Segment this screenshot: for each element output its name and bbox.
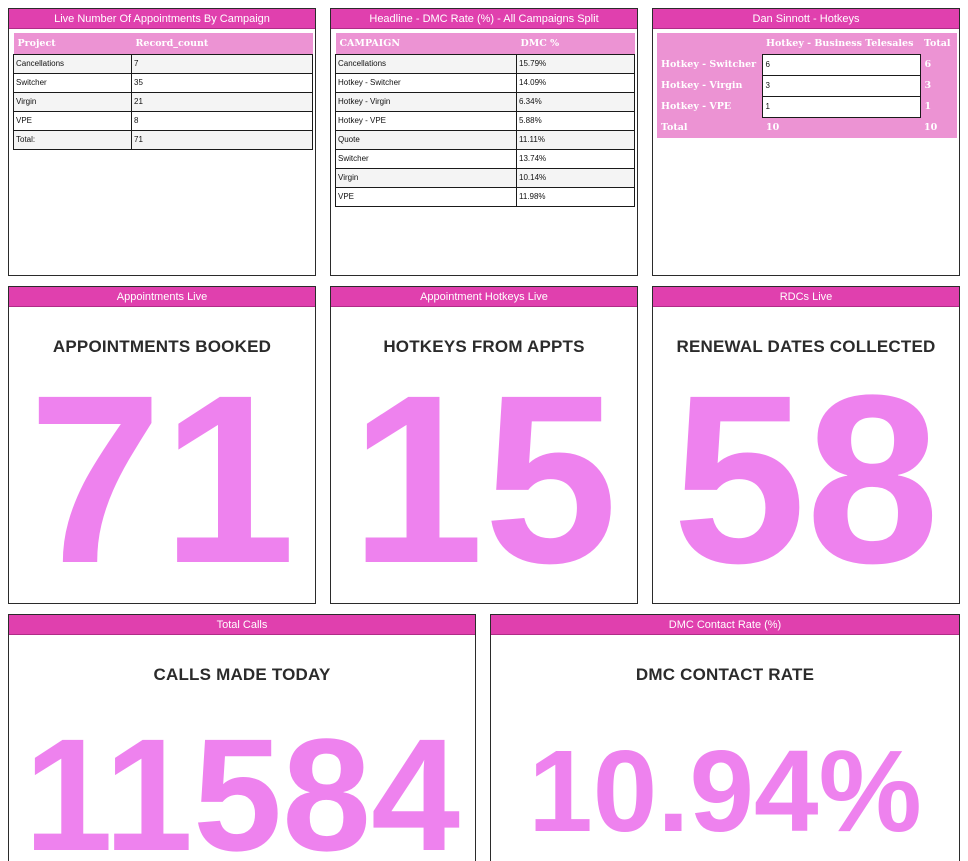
table-header-row: Hotkey - Business Telesales Total bbox=[657, 33, 957, 54]
table-cell: 13.74% bbox=[516, 148, 635, 169]
table-cell: Switcher bbox=[13, 72, 132, 93]
table-row: Switcher 13.74% bbox=[335, 148, 635, 169]
table-cell: 10.14% bbox=[516, 167, 635, 188]
table-row: Hotkey - Virgin 6.34% bbox=[335, 91, 635, 112]
table-row: Total: 71 bbox=[13, 129, 313, 150]
table-row: Switcher 35 bbox=[13, 72, 313, 93]
table-cell: 6 bbox=[761, 53, 921, 76]
kpi-caption: RENEWAL DATES COLLECTED bbox=[676, 337, 936, 356]
kpi-value: 15 bbox=[350, 345, 618, 604]
row-header: Hotkey - Virgin bbox=[657, 75, 762, 96]
table-row: VPE 11.98% bbox=[335, 186, 635, 207]
kpi-caption: DMC CONTACT RATE bbox=[635, 665, 815, 684]
table-cell: Hotkey - Virgin bbox=[335, 91, 517, 112]
table-row: Virgin 10.14% bbox=[335, 167, 635, 188]
panel-title: RDCs Live bbox=[653, 287, 959, 307]
column-header: Hotkey - Business Telesales bbox=[762, 33, 920, 54]
rdcs-live-panel: RDCs Live RENEWAL DATES COLLECTED 58 bbox=[652, 286, 960, 604]
kpi-caption: CALLS MADE TODAY bbox=[153, 665, 331, 684]
row-total: 6 bbox=[920, 54, 957, 75]
campaign-appointments-panel: Live Number Of Appointments By Campaign … bbox=[8, 8, 316, 276]
column-header: Project bbox=[13, 33, 132, 54]
appointments-live-panel: Appointments Live APPOINTMENTS BOOKED 71 bbox=[8, 286, 316, 604]
table-row: VPE 8 bbox=[13, 110, 313, 131]
footer-label: Total bbox=[657, 117, 762, 138]
row-header: Hotkey - VPE bbox=[657, 96, 762, 117]
table-cell: 71 bbox=[131, 129, 313, 150]
column-header: Record_count bbox=[131, 33, 313, 54]
table-cell: 14.09% bbox=[516, 72, 635, 93]
table-row: Cancellations 7 bbox=[13, 53, 313, 74]
panel-title: DMC Contact Rate (%) bbox=[491, 615, 959, 635]
table-row: Hotkey - Virgin 3 3 bbox=[657, 74, 957, 97]
table-cell: 3 bbox=[761, 74, 921, 97]
appointment-hotkeys-live-panel: Appointment Hotkeys Live HOTKEYS FROM AP… bbox=[330, 286, 638, 604]
table-cell: 11.11% bbox=[516, 129, 635, 150]
row-header: Hotkey - Switcher bbox=[657, 54, 762, 75]
column-header: DMC % bbox=[516, 33, 635, 54]
table-row: Hotkey - Switcher 14.09% bbox=[335, 72, 635, 93]
kpi-caption: HOTKEYS FROM APPTS bbox=[383, 337, 585, 356]
footer-total: 10 bbox=[920, 117, 957, 138]
table-header-row: Project Record_count bbox=[13, 33, 313, 54]
table-footer-row: Total 10 10 bbox=[657, 117, 957, 138]
table-cell: 11.98% bbox=[516, 186, 635, 207]
panel-title: Appointments Live bbox=[9, 287, 315, 307]
dmc-split-table: CAMPAIGN DMC % Cancellations 15.79% Hotke… bbox=[335, 33, 635, 207]
hotkeys-pivot-table: Hotkey - Business Telesales Total Hotkey… bbox=[657, 33, 957, 138]
panel-title: Dan Sinnott - Hotkeys bbox=[653, 9, 959, 29]
table-cell: 5.88% bbox=[516, 110, 635, 131]
table-header-row: CAMPAIGN DMC % bbox=[335, 33, 635, 54]
table-cell: 6.34% bbox=[516, 91, 635, 112]
row-total: 3 bbox=[920, 75, 957, 96]
kpi-value: 58 bbox=[672, 345, 940, 604]
table-cell: Cancellations bbox=[13, 53, 132, 74]
table-cell: 21 bbox=[131, 91, 313, 112]
kpi-value: 71 bbox=[28, 345, 296, 604]
kpi-caption: APPOINTMENTS BOOKED bbox=[52, 337, 272, 356]
dmc-contact-rate-panel: DMC Contact Rate (%) DMC CONTACT RATE 10… bbox=[490, 614, 960, 861]
table-row: Virgin 21 bbox=[13, 91, 313, 112]
column-header: CAMPAIGN bbox=[335, 33, 517, 54]
table-cell: 8 bbox=[131, 110, 313, 131]
panel-title: Total Calls bbox=[9, 615, 475, 635]
table-cell: Hotkey - Switcher bbox=[335, 72, 517, 93]
table-cell: Quote bbox=[335, 129, 517, 150]
table-cell: Cancellations bbox=[335, 53, 517, 74]
table-row: Hotkey - VPE 1 1 bbox=[657, 95, 957, 118]
table-cell: VPE bbox=[335, 186, 517, 207]
total-calls-panel: Total Calls CALLS MADE TODAY 11584 bbox=[8, 614, 476, 861]
footer-value: 10 bbox=[762, 117, 920, 138]
dmc-split-panel: Headline - DMC Rate (%) - All Campaigns … bbox=[330, 8, 638, 276]
panel-title: Live Number Of Appointments By Campaign bbox=[9, 9, 315, 29]
table-cell: Virgin bbox=[335, 167, 517, 188]
table-cell: Total: bbox=[13, 129, 132, 150]
table-cell: 7 bbox=[131, 53, 313, 74]
kpi-value: 11584 bbox=[23, 705, 461, 861]
hotkeys-pivot-panel: Dan Sinnott - Hotkeys Hotkey - Business … bbox=[652, 8, 960, 276]
table-row: Hotkey - VPE 5.88% bbox=[335, 110, 635, 131]
table-cell: VPE bbox=[13, 110, 132, 131]
panel-title: Appointment Hotkeys Live bbox=[331, 287, 637, 307]
panel-title: Headline - DMC Rate (%) - All Campaigns … bbox=[331, 9, 637, 29]
table-row: Hotkey - Switcher 6 6 bbox=[657, 53, 957, 76]
kpi-value: 10.94% bbox=[528, 726, 922, 856]
row-total: 1 bbox=[920, 96, 957, 117]
table-cell: Switcher bbox=[335, 148, 517, 169]
campaign-table: Project Record_count Cancellations 7 Swit… bbox=[13, 33, 313, 150]
table-cell: 1 bbox=[761, 95, 921, 118]
column-header bbox=[657, 33, 762, 54]
column-header: Total bbox=[920, 33, 957, 54]
table-cell: Hotkey - VPE bbox=[335, 110, 517, 131]
table-row: Cancellations 15.79% bbox=[335, 53, 635, 74]
table-cell: 15.79% bbox=[516, 53, 635, 74]
table-cell: Virgin bbox=[13, 91, 132, 112]
table-row: Quote 11.11% bbox=[335, 129, 635, 150]
table-cell: 35 bbox=[131, 72, 313, 93]
